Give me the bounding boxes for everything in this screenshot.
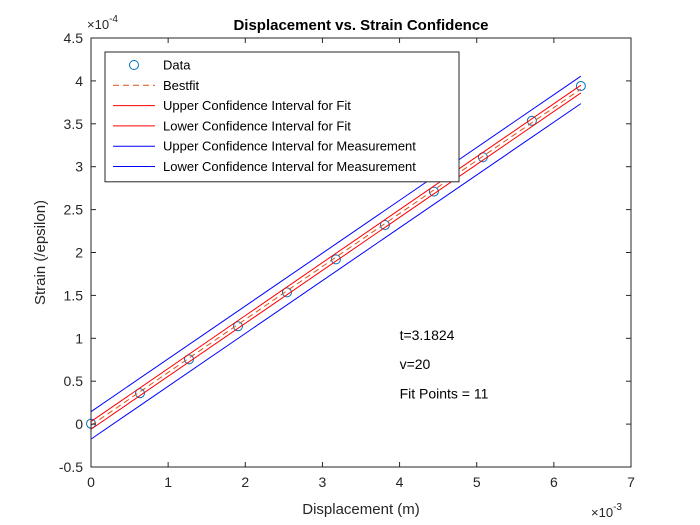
data-point	[330, 254, 341, 265]
y-tick-label: 4	[75, 73, 83, 89]
legend-entry-label: Upper Confidence Interval for Fit	[163, 98, 351, 113]
x-tick-label: 4	[396, 474, 404, 490]
y-tick-label: 1	[75, 330, 83, 346]
y-axis-exponent-power: -4	[109, 14, 118, 25]
data-point	[428, 186, 439, 197]
y-tick-label: 3.5	[64, 116, 84, 132]
x-tick-label: 0	[87, 474, 95, 490]
series-1	[90, 88, 582, 426]
data-point	[526, 115, 537, 126]
annotation-text: Fit Points = 11	[400, 385, 489, 401]
legend: Data Bestfit Upper Confidence Interval for…	[104, 51, 460, 183]
x-axis-exponent: ×10-3	[591, 502, 622, 520]
legend-entry-label: Bestfit	[163, 78, 200, 93]
y-tick-label: 3	[75, 159, 83, 175]
legend-box	[104, 51, 460, 183]
x-tick-label: 2	[241, 474, 249, 490]
legend-entry-label: Lower Confidence Interval for Fit	[163, 118, 351, 133]
x-tick-label: 6	[550, 474, 558, 490]
chart-title: Displacement vs. Strain Confidence	[233, 17, 488, 34]
y-tick-label: 2.5	[64, 202, 84, 218]
x-axis-exponent-base: ×10	[591, 505, 613, 520]
y-tick-label: 0.5	[64, 373, 84, 389]
data-point	[281, 287, 292, 298]
annotation-text: t=3.1824	[400, 327, 455, 343]
series-2	[90, 84, 582, 422]
x-axis-ticks: 0 1 2 3 4 5 6 7	[87, 38, 635, 490]
annotation-text: v=20	[400, 356, 431, 372]
series-line	[90, 75, 582, 413]
series-3	[90, 92, 582, 430]
y-tick-label: 4.5	[64, 30, 84, 46]
y-tick-label: -0.5	[59, 459, 83, 475]
y-axis-label: Strain (/epsilon)	[32, 200, 49, 305]
series-line	[90, 88, 582, 426]
data-point	[575, 81, 586, 92]
legend-entry-label: Lower Confidence Interval for Measuremen…	[163, 159, 416, 174]
x-tick-label: 7	[627, 474, 635, 490]
series-line	[90, 92, 582, 430]
y-axis-ticks: -0.5 0 0.5 1 1.5 2 2.5 3 3.5 4 4.5	[59, 30, 631, 475]
x-axis-label: Displacement (m)	[302, 501, 420, 518]
series-line	[90, 103, 582, 440]
series-layer	[86, 75, 586, 440]
data-point	[232, 321, 243, 332]
y-axis-exponent: ×10-4	[87, 14, 118, 32]
legend-marker	[129, 60, 139, 70]
data-point	[134, 388, 145, 399]
series-5	[90, 103, 582, 440]
y-tick-label: 2	[75, 245, 83, 261]
legend-entry-label: Upper Confidence Interval for Measuremen…	[163, 139, 416, 154]
annotations: t=3.1824 v=20 Fit Points = 11	[400, 327, 489, 401]
x-tick-label: 5	[473, 474, 481, 490]
x-tick-label: 3	[319, 474, 327, 490]
y-tick-label: 1.5	[64, 287, 84, 303]
y-tick-label: 0	[75, 416, 83, 432]
series-line	[90, 84, 582, 422]
x-tick-label: 1	[164, 474, 172, 490]
data-point	[379, 220, 390, 231]
series-4	[90, 75, 582, 413]
x-axis-exponent-power: -3	[613, 502, 622, 513]
y-axis-exponent-base: ×10	[87, 17, 109, 32]
legend-entry-label: Data	[163, 58, 191, 73]
